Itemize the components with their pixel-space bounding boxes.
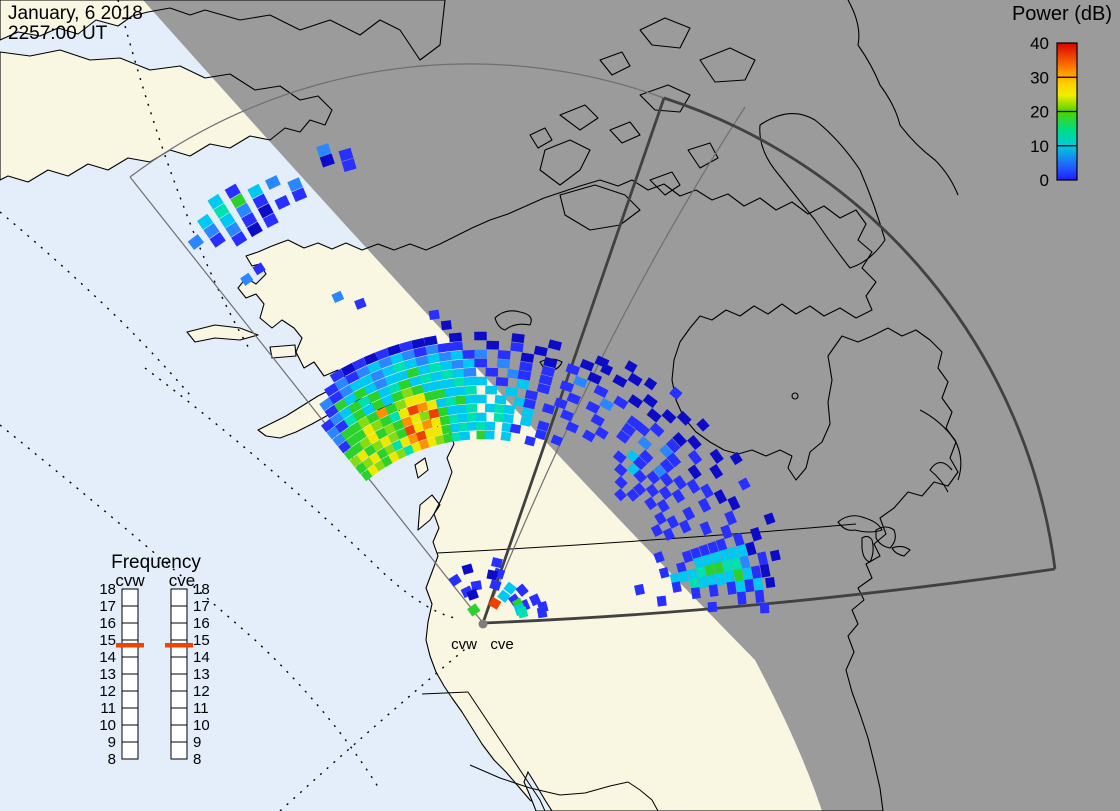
- radar-site-dot: [478, 619, 488, 629]
- freq-tick-label: 18: [193, 581, 210, 598]
- frequency-legend: Frequency cvw cve 1817161514131211109818…: [99, 552, 209, 768]
- freq-tick-label: 13: [99, 666, 116, 683]
- us-canada-border: [436, 523, 857, 554]
- freq-tick-label: 9: [193, 734, 201, 751]
- lake-michigan: [861, 535, 874, 563]
- freq-tick-label: 15: [193, 632, 210, 649]
- night-terminator-shade: [143, 0, 1120, 811]
- fov-cvw: [129, 63, 746, 624]
- colorbar-tick-label: 0: [1040, 171, 1049, 190]
- us-mexico-border: [469, 764, 659, 811]
- freq-marker: [116, 643, 144, 648]
- freq-tick-label: 16: [193, 615, 210, 632]
- lake-superior: [837, 515, 883, 533]
- freq-tick-label: 11: [100, 700, 116, 717]
- freq-tick-label: 12: [193, 683, 210, 700]
- lake-erie: [891, 545, 911, 557]
- date-label: January, 6 2018: [8, 3, 143, 24]
- freq-tick-label: 17: [99, 598, 116, 615]
- graticule-dotted: [0, 0, 471, 811]
- freq-label-cvw: cvw: [115, 571, 145, 590]
- colorbar-tick-label: 10: [1030, 137, 1049, 156]
- freq-tick-label: 9: [108, 734, 116, 751]
- freq-label-cve: cve: [169, 571, 195, 590]
- colorbar-tick-label: 20: [1030, 103, 1049, 122]
- hudson-bay-island: [791, 392, 799, 400]
- freq-tick-label: 14: [99, 649, 116, 666]
- freq-tick-label: 13: [193, 666, 210, 683]
- freq-tick-label: 12: [99, 683, 116, 700]
- freq-tick-label: 18: [99, 581, 116, 598]
- ca-nv-border: [467, 691, 546, 811]
- backscatter-cells: [187, 143, 781, 619]
- freq-tick-label: 10: [193, 717, 210, 734]
- political-borders: [421, 523, 857, 811]
- freq-tick-label: 14: [193, 649, 210, 666]
- freq-tick-label: 8: [108, 751, 116, 768]
- freq-marker: [165, 643, 193, 648]
- freq-tick-label: 16: [99, 615, 116, 632]
- frequency-title: Frequency: [111, 552, 201, 573]
- freq-tick-label: 11: [193, 700, 209, 717]
- ungava-fjord: [919, 409, 962, 493]
- freq-tick-label: 10: [99, 717, 116, 734]
- or-ca-border: [421, 691, 469, 695]
- colorbar-tick-label: 30: [1030, 68, 1049, 87]
- radar-label-cve: cve: [490, 636, 513, 653]
- lake-huron: [875, 526, 896, 549]
- freq-tick-label: 8: [193, 751, 201, 768]
- colorbar-tick-label: 40: [1030, 34, 1049, 53]
- freq-tick-label: 15: [99, 632, 116, 649]
- radar-label-cvw: cvw: [451, 636, 477, 653]
- greenland-coast: [847, 0, 959, 196]
- gulf-of-california: [523, 770, 553, 811]
- colorbar-title: Power (dB): [1012, 3, 1112, 25]
- time-label: 2257:00 UT: [8, 23, 108, 44]
- colorbar-tick-labels: 40 30 20 10 0: [1030, 34, 1049, 190]
- great-bear-lake: [494, 310, 532, 331]
- freq-tick-label: 17: [193, 598, 210, 615]
- power-colorbar: Power (dB) 40 30 20 10 0: [1012, 3, 1112, 190]
